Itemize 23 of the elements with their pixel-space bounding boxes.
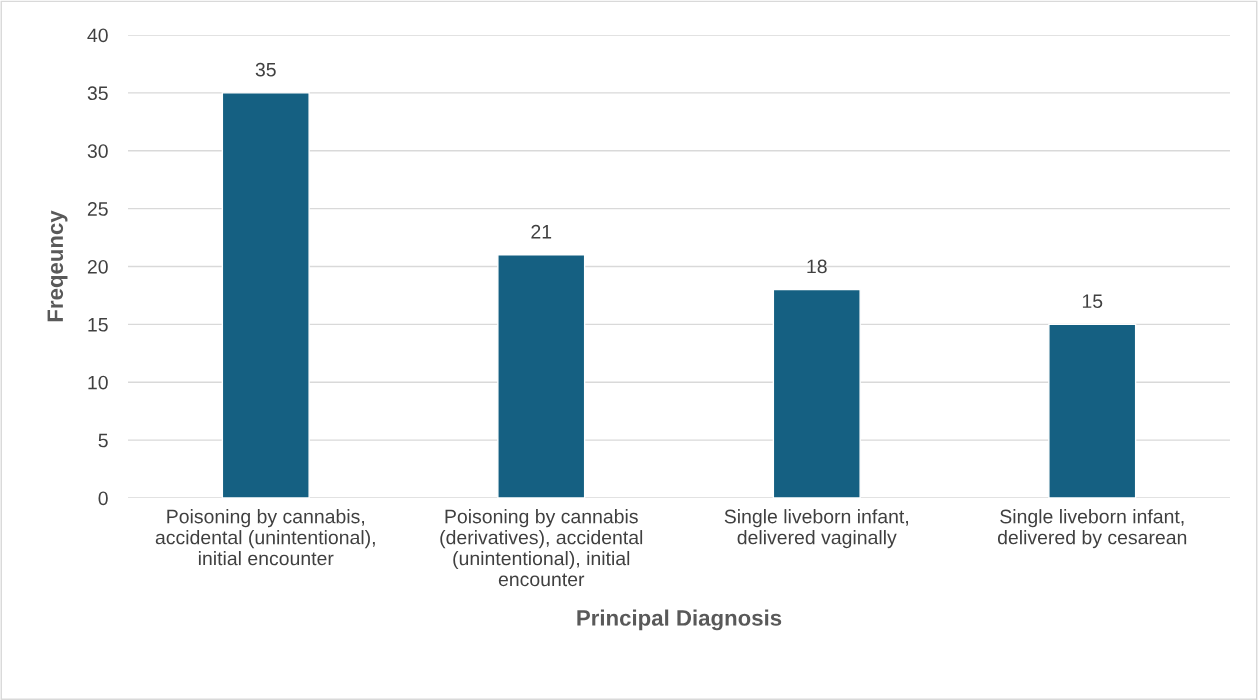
y-tick-label: 15 [88,318,108,332]
bar [497,254,586,498]
x-tick-label: Poisoning by cannabis (derivatives), accidental (unintentional), initial encounter [440,509,643,587]
y-tick-label: 0 [98,491,108,506]
y-tick-label: 25 [87,202,108,216]
x-tick-label: Poisoning by cannabis, accidental (unintentional), initial encounter [155,509,375,566]
y-tick-label: 10 [88,375,108,390]
data-label: 21 [531,224,552,239]
y-tick-label: 40 [87,28,108,43]
data-label: 35 [255,62,276,77]
y-tick-label: 20 [87,259,108,274]
x-axis-title: Principal Diagnosis [577,609,782,631]
y-tick-label: 35 [87,86,108,101]
x-tick-label: Single liveborn infant, delivered by cesarean [997,509,1187,549]
y-tick-label: 5 [98,433,108,448]
bar [1048,323,1137,498]
data-label: 15 [1082,294,1103,309]
y-tick-label: 30 [87,144,108,158]
bar [772,288,861,498]
y-axis-title: Freqeuncy [47,210,68,322]
x-tick-label: Single liveborn infant, delivered vaginally [724,509,908,549]
data-label: 18 [807,259,827,274]
bar [221,92,310,498]
